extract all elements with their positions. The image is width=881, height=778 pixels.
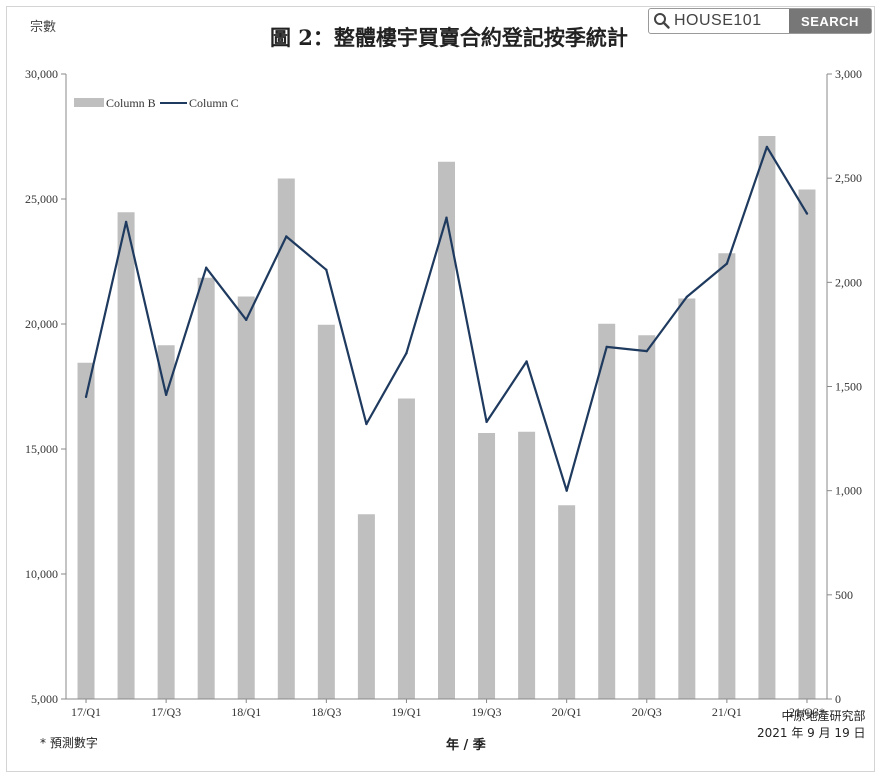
y2-tick-label: 2,500 [835, 171, 862, 185]
legend: Column B Column C [74, 96, 239, 110]
legend-label-line: Column C [189, 96, 239, 110]
line-point [445, 216, 448, 219]
line-point [605, 345, 608, 349]
bar [758, 136, 776, 699]
y-tick-label: 25,000 [25, 192, 58, 206]
x-tick-label: 17/Q3 [151, 705, 181, 719]
legend-label-bar: Column B [106, 96, 156, 110]
x-axis-label: 年 / 季 [446, 738, 486, 753]
y-tick-label: 30,000 [25, 67, 58, 81]
bar [478, 433, 496, 699]
bar [558, 505, 576, 699]
y-axis-unit-label: 宗數 [30, 20, 57, 35]
bar [277, 178, 295, 699]
bar [718, 253, 736, 699]
y2-tick-label: 1,000 [835, 484, 862, 498]
y2-tick-label: 0 [835, 692, 841, 706]
line-point [124, 220, 128, 224]
x-tick-label: 21/Q3* [789, 705, 825, 719]
y-tick-label: 15,000 [25, 442, 58, 456]
footnote: * 預測數字 [40, 736, 98, 750]
line-point [805, 212, 809, 215]
line-series [84, 145, 809, 492]
line-point [285, 235, 288, 238]
x-tick-label: 20/Q1 [552, 705, 582, 719]
chart-title: 圖 2：整體樓宇買賣合約登記按季統計 [270, 25, 628, 50]
bar [317, 324, 335, 699]
bar [518, 431, 536, 699]
search-input[interactable]: HOUSE101 [649, 9, 789, 33]
line-point [565, 489, 568, 492]
x-tick-label: 21/Q1 [712, 705, 742, 719]
line-point [204, 266, 208, 269]
line-point [405, 351, 408, 355]
bar [157, 345, 175, 699]
search-box[interactable]: HOUSE101 SEARCH [648, 8, 872, 34]
y2-tick-label: 2,000 [835, 275, 862, 289]
source-credit: 中原地產研究部 2021 年 9 月 19 日 [757, 708, 866, 742]
line-point [245, 318, 248, 322]
x-tick-label: 19/Q3 [472, 705, 502, 719]
line-point [84, 395, 88, 399]
axes: 5,000 10,000 15,000 20,000 25,000 30,000 0 500 1… [25, 67, 862, 719]
line-point [325, 268, 328, 272]
bar [117, 212, 135, 699]
y2-tick-label: 3,000 [835, 67, 862, 81]
bar [237, 296, 255, 699]
bar [357, 514, 375, 699]
bar [397, 398, 415, 699]
y-tick-label: 20,000 [25, 317, 58, 331]
y-tick-label: 5,000 [31, 692, 58, 706]
line-point [164, 393, 168, 397]
line-point [485, 420, 488, 424]
source-line-1: 中原地產研究部 [781, 709, 866, 723]
search-icon [654, 13, 670, 29]
line-point [765, 145, 769, 149]
bar [77, 362, 95, 699]
bar [438, 161, 455, 699]
line-point [525, 360, 528, 363]
y2-tick-label: 1,500 [835, 380, 862, 394]
y-tick-label: 10,000 [25, 567, 58, 581]
source-line-2: 2021 年 9 月 19 日 [757, 726, 866, 740]
bar [598, 323, 616, 699]
line-point [725, 262, 729, 265]
bar [197, 277, 215, 699]
bar [798, 189, 816, 699]
line-point [365, 422, 368, 426]
x-tick-label: 19/Q1 [391, 705, 421, 719]
y2-tick-label: 500 [835, 588, 853, 602]
bar [678, 298, 696, 699]
search-query-text: HOUSE101 [674, 12, 762, 29]
line-point [685, 295, 689, 299]
x-tick-label: 18/Q1 [231, 705, 261, 719]
x-tick-label: 18/Q3 [311, 705, 341, 719]
x-tick-label: 20/Q3 [632, 705, 662, 719]
legend-swatch-bar [74, 98, 104, 107]
bar-series [77, 136, 816, 699]
search-button[interactable]: SEARCH [789, 9, 871, 33]
x-tick-label: 17/Q1 [71, 705, 101, 719]
bar [638, 335, 656, 699]
line-point [645, 349, 648, 353]
